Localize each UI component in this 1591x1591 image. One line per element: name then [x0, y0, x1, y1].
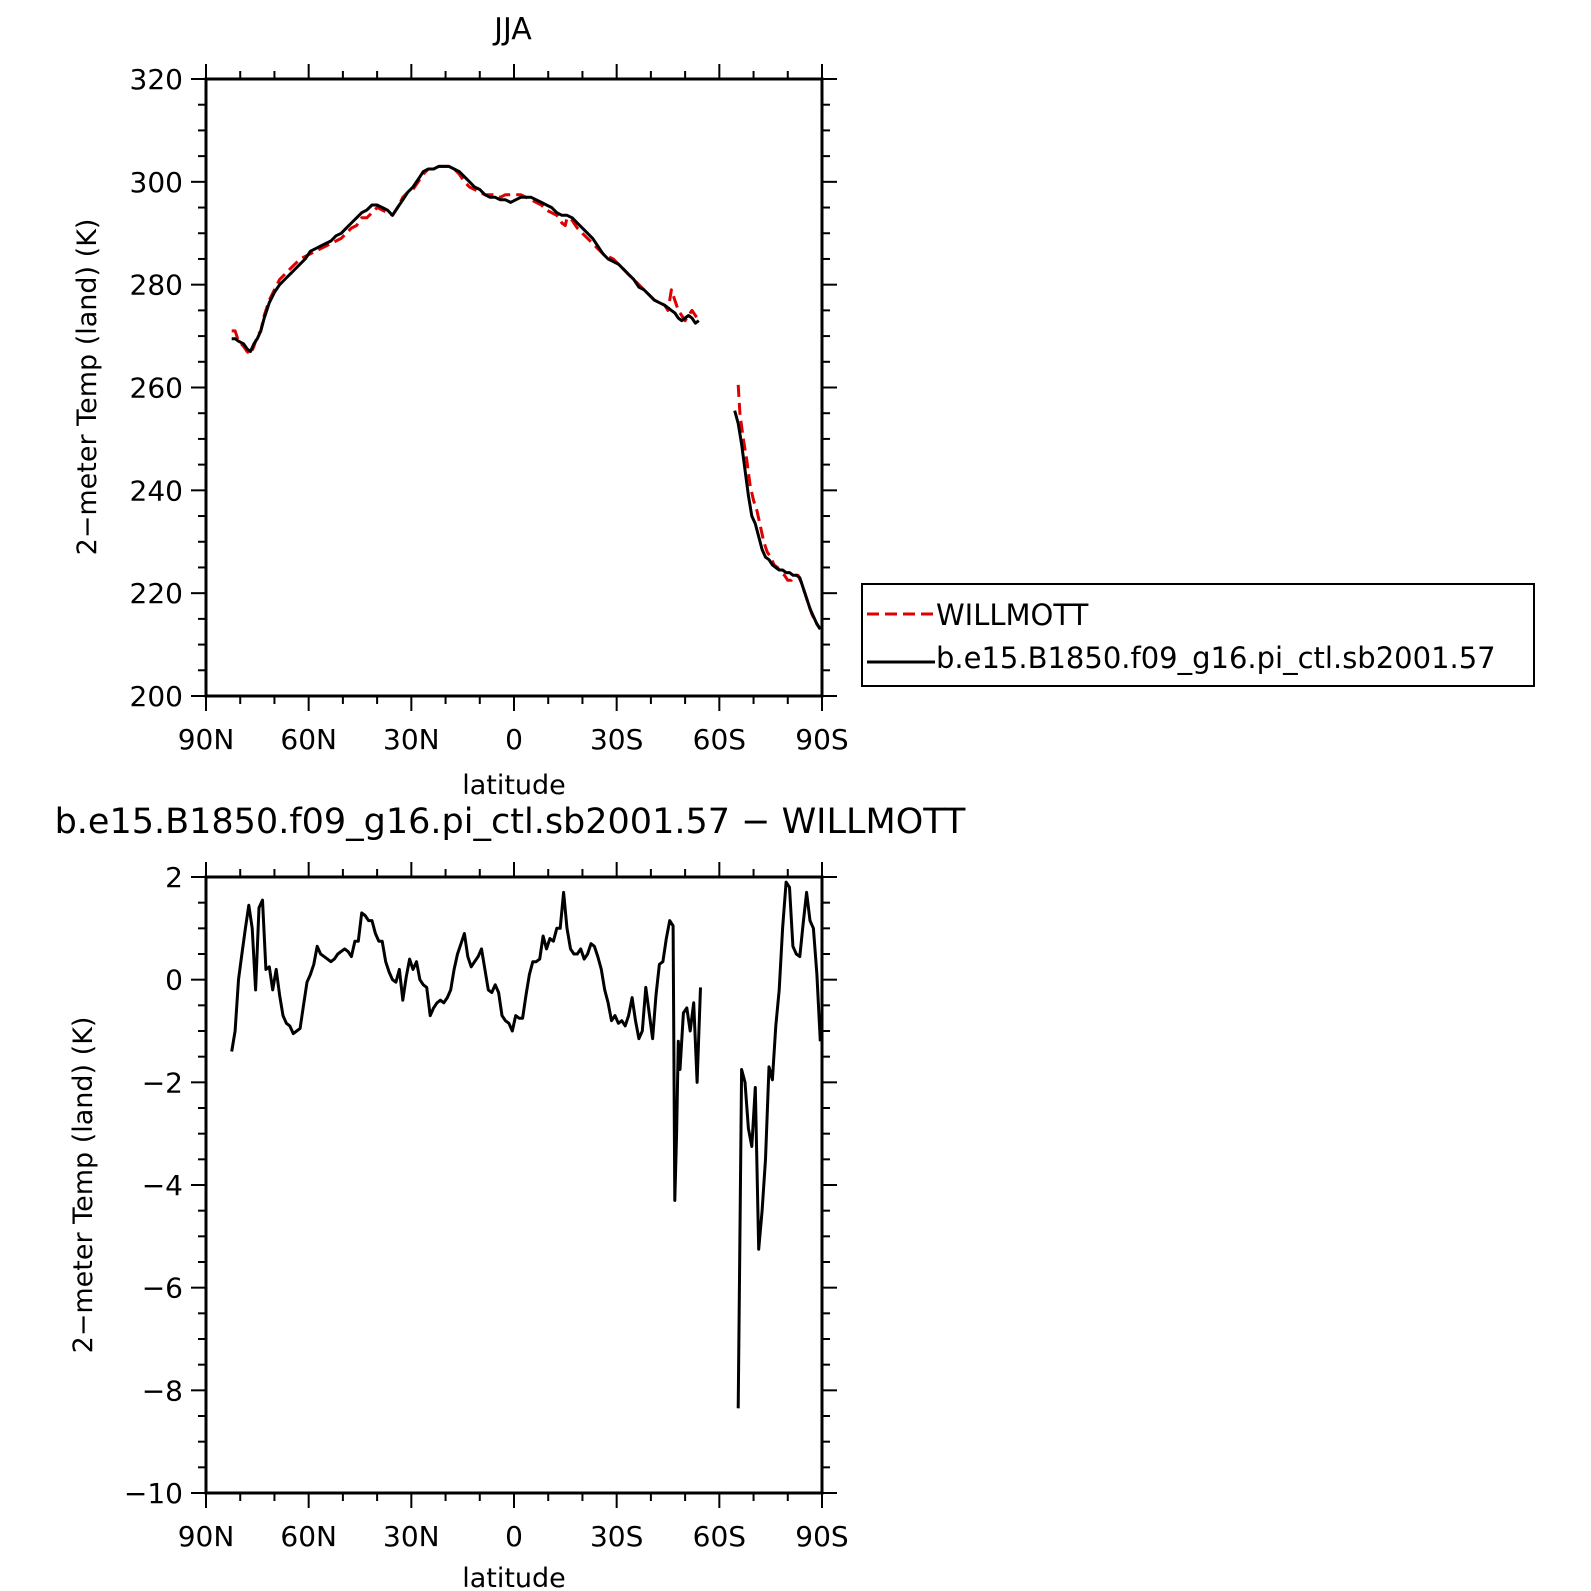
- x-tick-label: 60S: [693, 1520, 746, 1553]
- top-chart-lines: [231, 164, 822, 631]
- x-tick-label: 30S: [590, 723, 643, 756]
- top-y-axis-label: 2−meter Temp (land) (K): [72, 219, 103, 556]
- legend-label-model: b.e15.B1850.f09_g16.pi_ctl.sb2001.57: [936, 641, 1496, 675]
- x-tick-label: 0: [505, 723, 523, 756]
- x-tick-label: 90N: [178, 1520, 235, 1553]
- y-tick-label: 280: [130, 269, 183, 302]
- y-tick-label: 320: [130, 63, 183, 96]
- series-difference-line-segment-2: [736, 880, 822, 1409]
- bottom-chart-title: b.e15.B1850.f09_g16.pi_ctl.sb2001.57 − W…: [55, 802, 966, 842]
- y-tick-label: 300: [130, 166, 183, 199]
- y-tick-label: 200: [130, 680, 183, 713]
- y-tick-label: 0: [165, 964, 183, 997]
- series-difference-line-segment-1: [230, 890, 702, 1202]
- series-model-line-segment-1: [231, 164, 700, 353]
- bottom-x-axis-label: latitude: [462, 1563, 566, 1591]
- top-chart-title: JJA: [492, 12, 532, 47]
- x-tick-label: 30S: [590, 1520, 643, 1553]
- series-model-line-segment-2: [733, 410, 822, 631]
- x-tick-label: 30N: [383, 723, 440, 756]
- y-tick-label: 260: [130, 372, 183, 405]
- series-willmott-line-segment-1: [231, 164, 701, 356]
- x-tick-label: 90S: [795, 723, 848, 756]
- x-tick-label: 60N: [280, 723, 337, 756]
- bottom-chart: b.e15.B1850.f09_g16.pi_ctl.sb2001.57 − W…: [55, 802, 966, 1591]
- bottom-x-axis: 90N 60N 30N 0 30S 60S 90S: [178, 862, 849, 1553]
- x-tick-label: 30N: [383, 1520, 440, 1553]
- y-tick-label: −2: [142, 1066, 183, 1099]
- legend: WILLMOTT b.e15.B1850.f09_g16.pi_ctl.sb20…: [861, 583, 1535, 687]
- top-x-axis-label: latitude: [462, 770, 566, 801]
- x-tick-label: 60N: [280, 1520, 337, 1553]
- x-tick-label: 60S: [693, 723, 746, 756]
- legend-label-willmott: WILLMOTT: [936, 598, 1089, 632]
- y-tick-label: −6: [142, 1272, 183, 1305]
- bottom-chart-lines: [230, 880, 822, 1409]
- y-tick-label: −8: [142, 1374, 183, 1407]
- y-tick-label: 240: [130, 474, 183, 507]
- top-x-axis: 90N 60N 30N 0 30S 60S 90S: [178, 64, 849, 756]
- y-tick-label: 2: [165, 861, 183, 894]
- y-tick-label: 220: [130, 577, 183, 610]
- y-tick-label: −4: [142, 1169, 183, 1202]
- top-chart: JJA 200 220 240 260 280 300 320 90N 60N 30N 0 30S 6…: [72, 12, 849, 801]
- top-y-axis: 200 220 240 260 280 300 320: [130, 63, 837, 713]
- x-tick-label: 90N: [178, 723, 235, 756]
- bottom-y-axis-label: 2−meter Temp (land) (K): [68, 1017, 99, 1354]
- bottom-y-axis: −10 −8 −6 −4 −2 0 2: [124, 861, 837, 1510]
- y-tick-label: −10: [124, 1477, 183, 1510]
- x-tick-label: 90S: [795, 1520, 848, 1553]
- legend-box: [861, 583, 1535, 687]
- x-tick-label: 0: [505, 1520, 523, 1553]
